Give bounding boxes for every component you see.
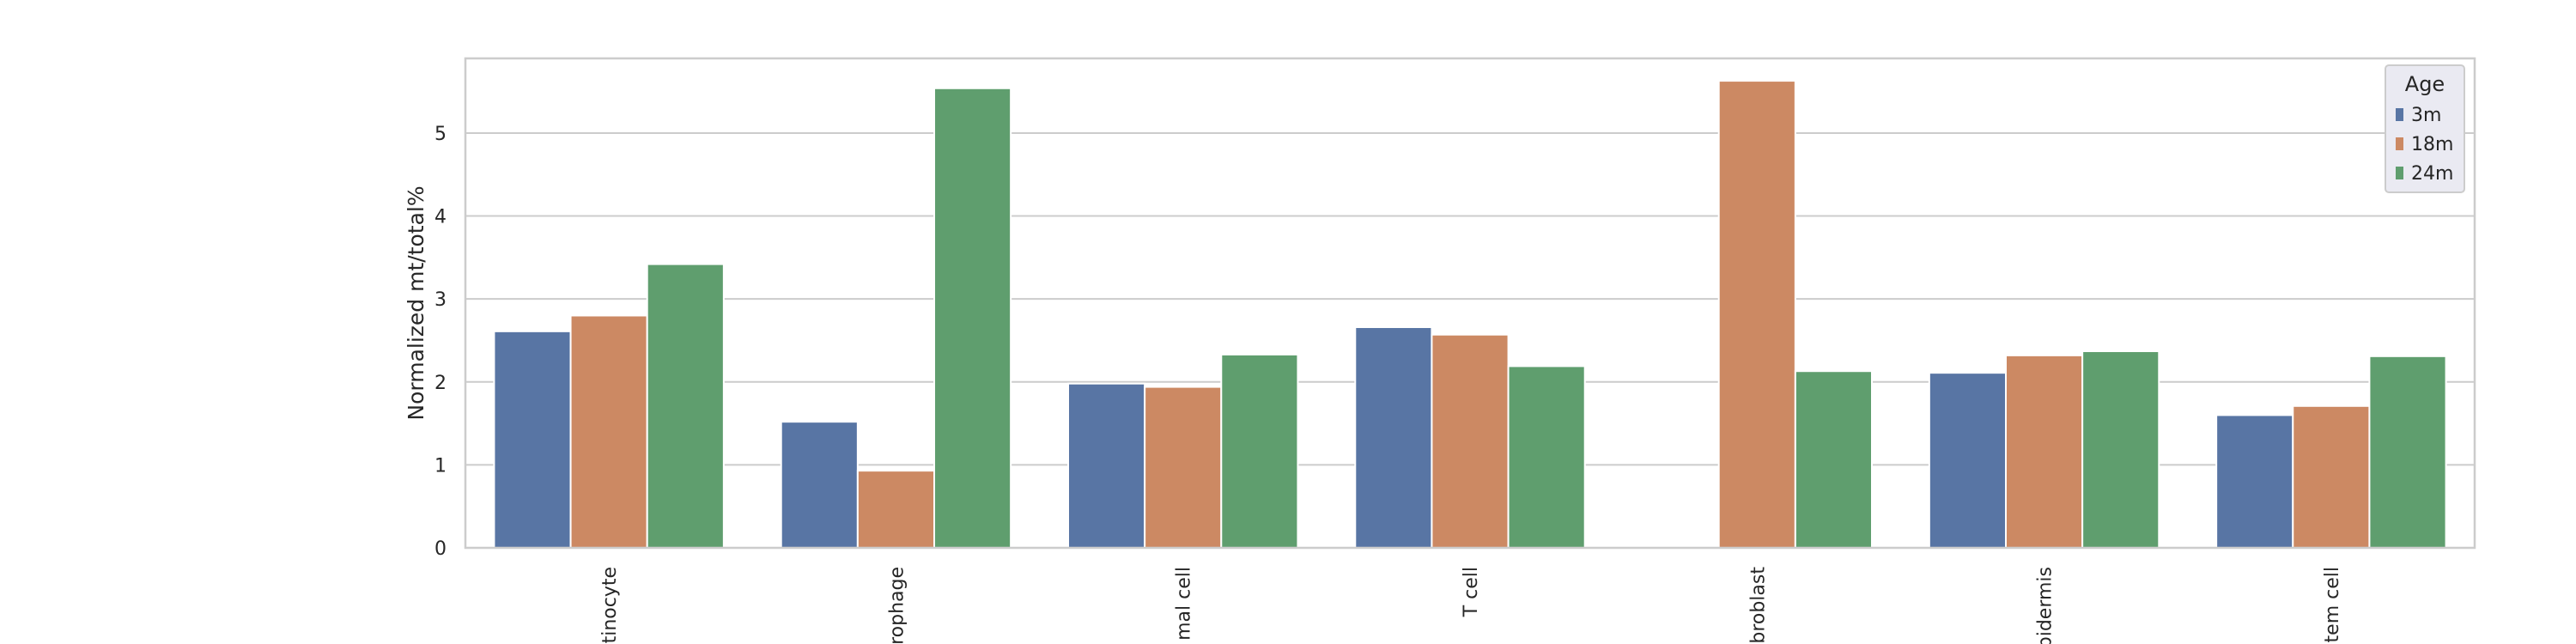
bar-3m-3 bbox=[1354, 326, 1433, 549]
bar-24m-0 bbox=[646, 263, 725, 549]
y-tick-label: 0 bbox=[434, 538, 447, 560]
x-tick-label: tem cell bbox=[2322, 567, 2343, 642]
legend: Age 3m 18m 24m bbox=[2385, 64, 2465, 193]
y-tick-labels: 0 1 2 3 4 5 bbox=[434, 124, 447, 560]
y-axis-title: Normalized mt/total% bbox=[404, 185, 428, 420]
x-tick-label: pidermis bbox=[2035, 567, 2057, 644]
x-tick-label: rophage bbox=[886, 567, 908, 644]
legend-swatch-18m bbox=[2396, 137, 2403, 150]
bar-3m-2 bbox=[1067, 382, 1146, 549]
bar-18m-3 bbox=[1431, 333, 1510, 549]
y-tick-label: 3 bbox=[434, 289, 447, 311]
bar-24m-2 bbox=[1220, 353, 1299, 550]
plot-frame bbox=[464, 57, 2476, 550]
bar-3m-1 bbox=[780, 421, 859, 550]
legend-label-24m: 24m bbox=[2411, 163, 2453, 185]
legend-title: Age bbox=[2405, 72, 2445, 96]
bar-18m-4 bbox=[1717, 80, 1796, 550]
x-tick-labels: tinocyte rophage mal cell T cell broblast pid… bbox=[599, 567, 2343, 644]
bar-18m-0 bbox=[569, 314, 648, 549]
bar-24m-4 bbox=[1794, 370, 1874, 549]
bar-18m-1 bbox=[856, 470, 935, 549]
x-tick-label: mal cell bbox=[1174, 567, 1195, 641]
y-tick-label: 5 bbox=[434, 124, 447, 145]
legend-box bbox=[2385, 64, 2465, 193]
bar-3m-0 bbox=[493, 330, 572, 549]
bar-18m-5 bbox=[2005, 354, 2084, 549]
bar-24m-3 bbox=[1507, 365, 1586, 550]
legend-swatch-3m bbox=[2396, 108, 2403, 121]
y-tick-label: 2 bbox=[434, 373, 447, 394]
bar-18m-6 bbox=[2292, 404, 2371, 549]
x-tick-label: tinocyte bbox=[599, 567, 621, 643]
x-tick-label: broblast bbox=[1747, 567, 1769, 644]
bar-3m-5 bbox=[1928, 372, 2008, 550]
x-tick-label: T cell bbox=[1461, 567, 1482, 617]
bar-24m-5 bbox=[2081, 350, 2160, 549]
bar-3m-6 bbox=[2215, 414, 2294, 550]
bar-24m-6 bbox=[2368, 355, 2447, 549]
legend-label-3m: 3m bbox=[2411, 105, 2441, 126]
y-tick-label: 4 bbox=[434, 207, 447, 228]
y-tick-label: 1 bbox=[434, 455, 447, 477]
bars bbox=[493, 80, 2447, 550]
bar-18m-2 bbox=[1144, 386, 1223, 549]
legend-label-18m: 18m bbox=[2411, 134, 2453, 155]
bar-24m-1 bbox=[933, 87, 1012, 549]
legend-swatch-24m bbox=[2396, 167, 2403, 179]
